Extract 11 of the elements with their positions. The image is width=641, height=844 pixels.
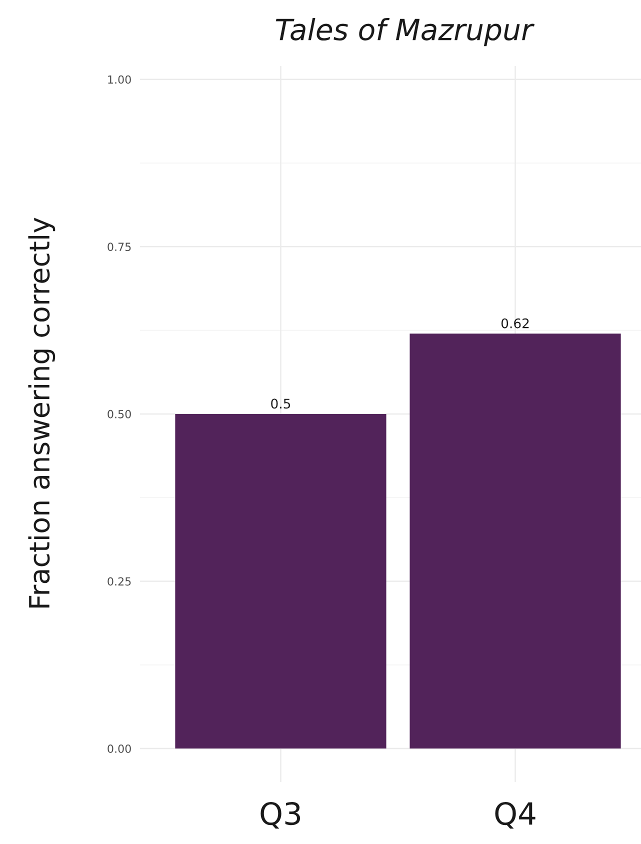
x-tick-label: Q3 bbox=[260, 802, 300, 829]
data-label: 0.5 bbox=[271, 398, 290, 409]
y-tick-label: 1.00 bbox=[108, 75, 131, 84]
y-tick-label: 0.75 bbox=[108, 242, 131, 252]
y-axis-title: Fraction answering correctly bbox=[28, 218, 56, 608]
x-tick-label: Q4 bbox=[495, 802, 536, 829]
y-tick-label: 0.00 bbox=[108, 744, 131, 753]
y-tick-label: 0.50 bbox=[108, 410, 131, 418]
y-tick-label: 0.25 bbox=[108, 577, 131, 586]
chart-title: Tales of Mazrupur bbox=[276, 18, 535, 46]
data-label: 0.62 bbox=[501, 318, 529, 328]
